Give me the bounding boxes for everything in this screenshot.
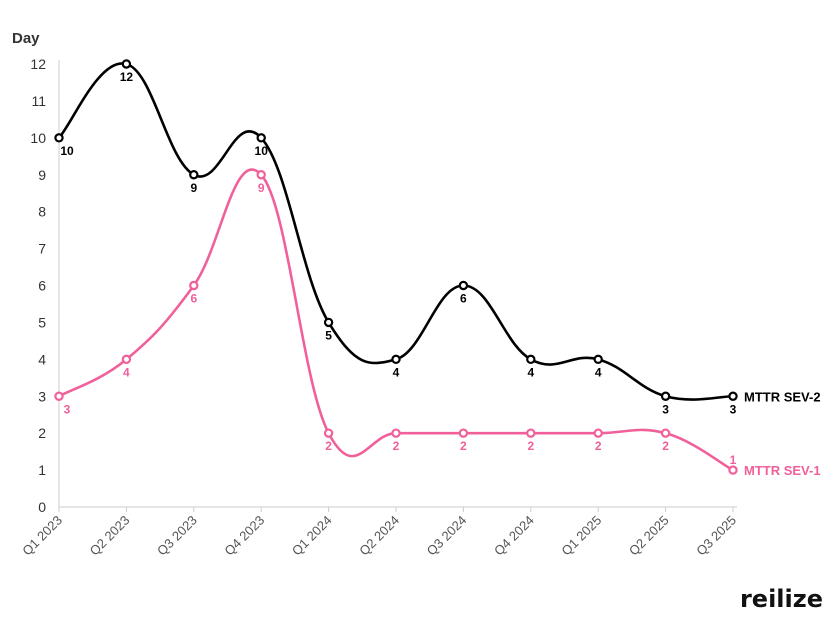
series-name-label: MTTR SEV-1 bbox=[744, 463, 821, 478]
data-label: 4 bbox=[595, 365, 602, 379]
y-tick-label: 6 bbox=[38, 278, 46, 294]
brand-logo: reilize bbox=[739, 585, 823, 613]
data-point bbox=[54, 133, 64, 143]
data-label: 4 bbox=[527, 365, 534, 379]
x-tick-label: Q1 2025 bbox=[558, 513, 604, 559]
data-point bbox=[323, 317, 334, 328]
data-point bbox=[526, 354, 536, 365]
series-line bbox=[58, 62, 734, 401]
y-tick-label: 2 bbox=[38, 425, 46, 441]
y-tick-label: 3 bbox=[38, 388, 46, 404]
x-tick-label: Q4 2024 bbox=[491, 513, 537, 559]
y-tick-label: 7 bbox=[38, 241, 46, 257]
data-label: 5 bbox=[325, 328, 332, 342]
data-point bbox=[54, 391, 64, 401]
data-point bbox=[391, 354, 401, 365]
series-name-label: MTTR SEV-2 bbox=[744, 389, 821, 404]
data-label: 4 bbox=[123, 365, 130, 379]
data-label: 10 bbox=[60, 144, 74, 158]
data-label: 9 bbox=[190, 181, 197, 195]
x-tick-label: Q3 2023 bbox=[154, 513, 200, 559]
data-point bbox=[189, 170, 199, 180]
data-label: 2 bbox=[460, 439, 467, 453]
data-label: 10 bbox=[255, 144, 269, 158]
data-point bbox=[526, 428, 536, 438]
data-label: 2 bbox=[527, 439, 534, 453]
x-tick-label: Q1 2024 bbox=[289, 513, 335, 559]
data-label: 6 bbox=[190, 292, 197, 306]
data-label: 2 bbox=[393, 439, 400, 453]
series-mttr-sev-1: 3 4 6 9 2 2 2 2 2 2 1 MTTR SEV-1 bbox=[54, 168, 821, 478]
y-tick-label: 1 bbox=[38, 462, 46, 478]
x-ticks: Q1 2023 Q2 2023 Q3 2023 Q4 2023 Q1 2024 Q2 20… bbox=[19, 507, 739, 558]
data-label: 2 bbox=[595, 439, 602, 453]
y-tick-label: 4 bbox=[38, 351, 46, 367]
series-mttr-sev-2: 10 12 9 10 5 4 6 4 4 3 3 MTTR SEV-2 bbox=[54, 59, 821, 416]
x-tick-label: Q3 2024 bbox=[424, 513, 470, 559]
series-group: 10 12 9 10 5 4 6 4 4 3 3 MTTR SEV-2 3 4 6 9 2 2 2 2 2 2 1 MTTR … bbox=[54, 59, 821, 478]
x-tick-label: Q2 2023 bbox=[87, 513, 133, 559]
data-label: 6 bbox=[460, 292, 467, 306]
series-line bbox=[58, 168, 734, 472]
data-label: 3 bbox=[662, 402, 669, 416]
data-point bbox=[660, 391, 671, 401]
y-axis-label: Day bbox=[12, 30, 40, 47]
x-tick-label: Q4 2023 bbox=[221, 513, 267, 559]
data-label: 2 bbox=[662, 439, 669, 453]
data-label: 1 bbox=[730, 453, 737, 467]
data-point bbox=[391, 428, 401, 438]
y-tick-label: 11 bbox=[31, 93, 46, 109]
data-label: 3 bbox=[730, 402, 737, 416]
y-tick-label: 5 bbox=[38, 314, 46, 330]
data-label: 12 bbox=[120, 70, 134, 84]
x-tick-label: Q2 2024 bbox=[356, 513, 402, 559]
y-tick-label: 0 bbox=[38, 499, 46, 515]
y-tick-label: 12 bbox=[30, 56, 46, 72]
y-tick-label: 9 bbox=[38, 167, 46, 183]
data-point bbox=[728, 391, 738, 401]
data-point bbox=[728, 465, 738, 475]
data-point bbox=[189, 280, 199, 291]
data-point bbox=[660, 428, 671, 438]
y-tick-label: 10 bbox=[30, 130, 46, 146]
data-point bbox=[593, 354, 603, 365]
data-point bbox=[121, 354, 132, 365]
data-label: 3 bbox=[64, 402, 71, 416]
x-tick-label: Q2 2025 bbox=[626, 513, 672, 559]
data-point bbox=[256, 170, 266, 180]
data-point bbox=[256, 133, 266, 143]
data-point bbox=[323, 428, 334, 438]
data-label: 9 bbox=[258, 181, 265, 195]
data-point bbox=[593, 428, 603, 438]
data-point bbox=[121, 59, 132, 69]
data-point bbox=[458, 428, 469, 438]
data-label: 4 bbox=[393, 365, 400, 379]
x-tick-label: Q1 2023 bbox=[19, 513, 65, 559]
y-tick-label: 8 bbox=[38, 204, 46, 220]
data-label: 2 bbox=[325, 439, 332, 453]
x-tick-label: Q3 2025 bbox=[693, 513, 739, 559]
data-point bbox=[458, 280, 469, 291]
